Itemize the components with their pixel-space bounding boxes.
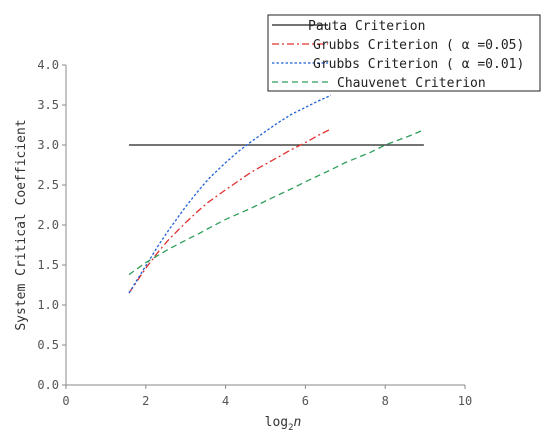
y-tick-label: 0.5 [37, 338, 59, 352]
series-line-2 [128, 128, 332, 294]
y-ticks: 0.0 0.5 1.0 1.5 2.0 2.5 3.0 3.5 4.0 [37, 58, 66, 392]
series-group [128, 94, 425, 294]
y-tick-label: 1.0 [37, 298, 59, 312]
y-tick-label: 3.0 [37, 138, 59, 152]
legend-label-2: Grubbs Criterion ( α =0.05) [313, 38, 524, 53]
x-ticks: 0 2 4 6 8 10 [62, 385, 472, 408]
legend-items: Pauta Criterion Grubbs Criterion ( α =0.0… [272, 19, 524, 91]
legend: Pauta Criterion Grubbs Criterion ( α =0.0… [267, 14, 541, 92]
y-axis-title: System Critical Coefficient [14, 119, 29, 330]
legend-box [267, 14, 541, 92]
y-tick-label: 2.5 [37, 178, 59, 192]
y-tick-label: 2.0 [37, 218, 59, 232]
x-axis-title: log2n [265, 415, 302, 433]
legend-label-1: Pauta Criterion [308, 19, 425, 34]
x-tick-label: 10 [458, 394, 472, 408]
y-tick-label: 0.0 [37, 378, 59, 392]
legend-label-4: Chauvenet Criterion [337, 76, 486, 91]
y-tick-label: 1.5 [37, 258, 59, 272]
x-tick-label: 0 [62, 394, 69, 408]
legend-label-3: Grubbs Criterion ( α =0.01) [313, 57, 524, 72]
series-line-4 [128, 129, 425, 276]
y-tick-label: 4.0 [37, 58, 59, 72]
y-tick-label: 3.5 [37, 98, 59, 112]
x-tick-label: 8 [382, 394, 389, 408]
x-tick-label: 6 [302, 394, 309, 408]
x-tick-label: 2 [142, 394, 149, 408]
x-tick-label: 4 [222, 394, 229, 408]
series-line-3 [128, 94, 332, 294]
